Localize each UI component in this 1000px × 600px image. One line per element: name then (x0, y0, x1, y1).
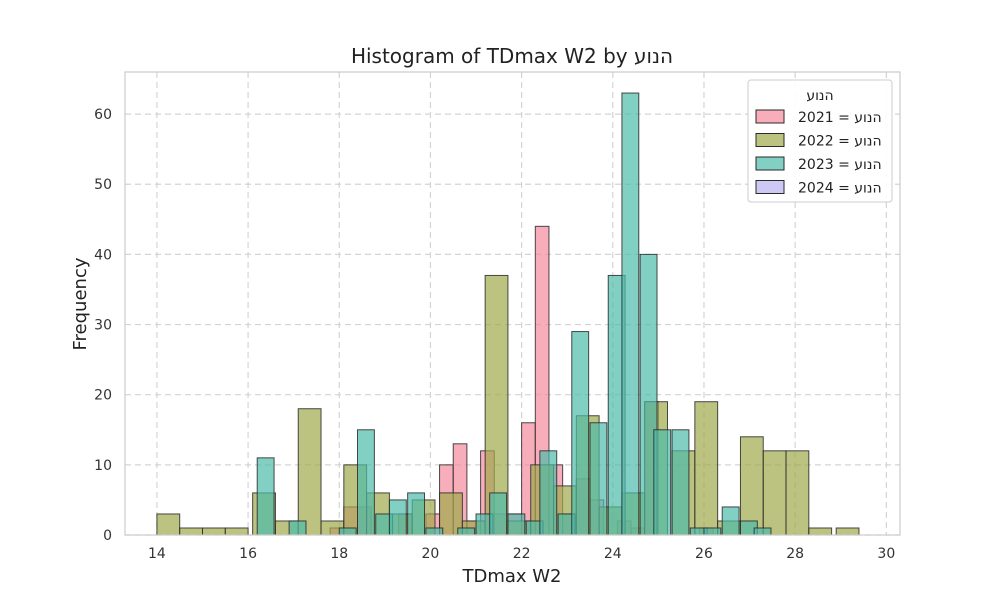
histogram-bar (653, 429, 672, 536)
histogram-bar (571, 331, 590, 536)
histogram-bar (425, 527, 444, 536)
y-tick-label: 30 (94, 318, 112, 334)
x-tick-label: 18 (330, 546, 348, 562)
x-axis-title: TDmax W2 (461, 566, 561, 587)
x-tick-label: 20 (422, 546, 440, 562)
histogram-bars (156, 92, 860, 536)
histogram-bar (671, 429, 690, 536)
histogram-bar (457, 527, 476, 536)
histogram-bar (739, 436, 764, 536)
x-tick-label: 30 (877, 546, 895, 562)
histogram-bar (388, 499, 407, 536)
legend-label: הנוע = 2024 (798, 181, 882, 197)
y-tick-label: 0 (103, 528, 112, 544)
histogram-bar (202, 527, 226, 536)
histogram-bar (621, 92, 640, 536)
histogram-bar (256, 457, 275, 536)
legend-swatch (755, 180, 785, 194)
y-tick-label: 50 (94, 177, 112, 193)
histogram-bar (753, 527, 772, 536)
histogram-bar (156, 513, 181, 536)
legend-swatch (755, 109, 785, 124)
x-tick-label: 26 (695, 546, 713, 562)
histogram-bar (694, 401, 719, 536)
y-axis-title: Frequency (70, 257, 91, 350)
histogram-bar (539, 450, 558, 536)
legend-label: הנוע = 2022 (798, 134, 882, 150)
histogram-bar (589, 422, 608, 536)
y-tick-label: 60 (94, 107, 112, 123)
legend-label: הנוע = 2023 (798, 157, 882, 173)
legend-title: הנוע (806, 88, 833, 104)
histogram-bar (507, 513, 526, 536)
legend-swatch (755, 156, 785, 171)
histogram-bar (288, 520, 307, 536)
histogram-bar (835, 527, 860, 536)
y-tick-label: 20 (94, 388, 112, 404)
x-tick-label: 14 (148, 546, 166, 562)
x-tick-label: 22 (513, 546, 531, 562)
histogram-bar (489, 492, 508, 536)
x-tick-label: 16 (239, 546, 257, 562)
histogram-bar (762, 450, 787, 536)
histogram-bar (357, 429, 375, 536)
y-tick-label: 10 (94, 458, 112, 474)
y-tick-label: 40 (94, 247, 112, 263)
histogram-bar (721, 506, 740, 536)
histogram-bar (703, 527, 722, 536)
histogram-bar (338, 527, 357, 536)
histogram-bar (297, 408, 322, 536)
histogram-bar (785, 450, 810, 536)
histogram-bar (224, 527, 249, 536)
histogram-bar (179, 527, 204, 536)
legend-swatch (755, 133, 785, 147)
x-tick-label: 28 (786, 546, 804, 562)
histogram-bar (407, 492, 426, 536)
x-tick-labels: 14 16 18 20 22 24 26 28 30 (148, 546, 895, 562)
x-tick-label: 24 (604, 546, 622, 562)
chart-title: Histogram of TDmax W2 by הנוע (351, 44, 673, 68)
plot-frame (124, 71, 901, 536)
legend-label: הנוע = 2021 (798, 110, 882, 126)
legend: הנוע הנוע = 2021 הנוע = 2022 הנוע = 2023 הנו… (747, 79, 893, 203)
y-tick-labels: 0 10 20 30 40 50 60 (94, 107, 112, 544)
histogram-bar (808, 527, 833, 536)
